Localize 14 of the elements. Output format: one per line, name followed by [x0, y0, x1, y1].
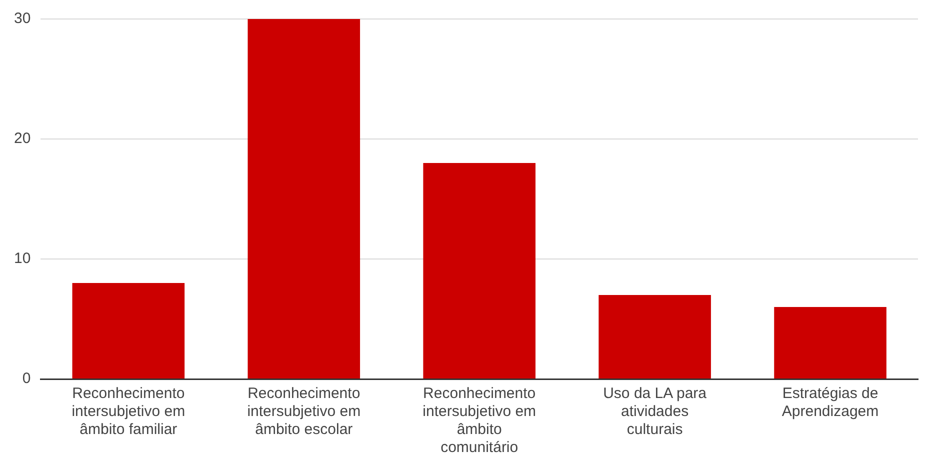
y-tick-label: 20 [14, 130, 31, 148]
y-tick-label: 10 [14, 250, 31, 268]
bar [423, 163, 536, 378]
x-tick-label: Reconhecimento intersubjetivo em âmbito comunitário [422, 385, 536, 456]
bar [598, 295, 711, 378]
bar [774, 307, 886, 378]
bar [72, 283, 185, 378]
y-tick-label: 0 [22, 370, 31, 388]
x-tick-label: Uso da LA para atividades culturais [603, 385, 708, 438]
x-tick-label: Reconhecimento intersubjetivo em âmbito familiar [72, 385, 186, 438]
x-tick-label: Estratégias de Aprendizagem [782, 385, 879, 420]
y-tick-label: 30 [14, 10, 31, 28]
x-tick-label: Reconhecimento intersubjetivo em âmbito escolar [247, 385, 361, 438]
bar [248, 19, 360, 378]
